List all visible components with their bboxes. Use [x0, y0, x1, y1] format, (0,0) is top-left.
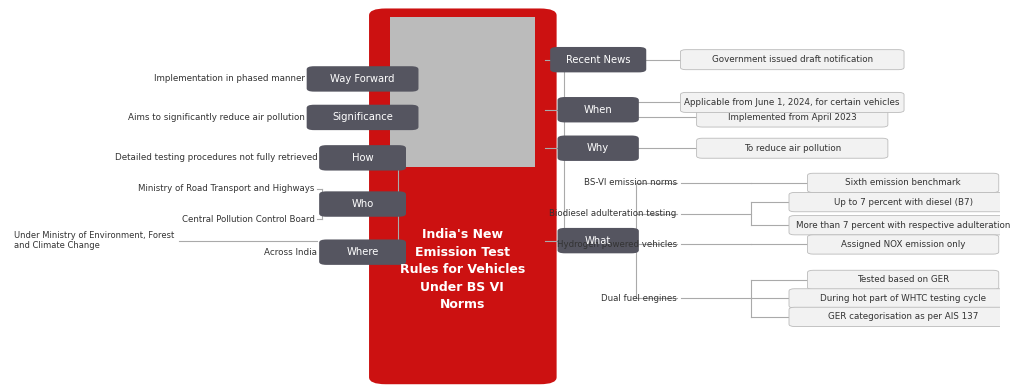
FancyBboxPatch shape — [790, 192, 1017, 212]
Text: Ministry of Road Transport and Highways: Ministry of Road Transport and Highways — [138, 184, 314, 193]
Text: BS-VI emission norms: BS-VI emission norms — [584, 178, 677, 187]
FancyBboxPatch shape — [808, 270, 998, 290]
FancyBboxPatch shape — [790, 289, 1017, 308]
FancyBboxPatch shape — [319, 145, 406, 171]
Text: Implemented from April 2023: Implemented from April 2023 — [728, 112, 857, 122]
Text: Hydrogen powered vehicles: Hydrogen powered vehicles — [557, 240, 677, 249]
FancyBboxPatch shape — [557, 97, 639, 122]
Text: Dual fuel engines: Dual fuel engines — [601, 294, 677, 303]
FancyBboxPatch shape — [696, 138, 888, 158]
Text: Biodiesel adulteration testing: Biodiesel adulteration testing — [550, 209, 677, 218]
Text: How: How — [352, 153, 374, 163]
Text: Why: Why — [587, 143, 609, 153]
Bar — [390, 17, 536, 167]
Text: Who: Who — [351, 199, 374, 209]
Text: Where: Where — [346, 247, 379, 257]
FancyBboxPatch shape — [808, 235, 998, 254]
Text: Sixth emission benchmark: Sixth emission benchmark — [845, 178, 961, 187]
FancyBboxPatch shape — [557, 136, 639, 161]
FancyBboxPatch shape — [319, 191, 406, 217]
Text: More than 7 percent with respective adulteration: More than 7 percent with respective adul… — [796, 221, 1011, 230]
Text: GER categorisation as per AIS 137: GER categorisation as per AIS 137 — [828, 312, 978, 321]
Text: Central Pollution Control Board: Central Pollution Control Board — [181, 215, 314, 224]
FancyBboxPatch shape — [790, 216, 1017, 235]
FancyBboxPatch shape — [306, 66, 419, 92]
Text: Assigned NOX emission only: Assigned NOX emission only — [841, 240, 966, 249]
Text: Across India: Across India — [264, 248, 317, 257]
FancyBboxPatch shape — [808, 173, 998, 192]
Text: Recent News: Recent News — [566, 55, 631, 65]
FancyBboxPatch shape — [680, 50, 904, 70]
Text: Detailed testing procedures not fully retrieved: Detailed testing procedures not fully re… — [115, 153, 317, 162]
Text: Significance: Significance — [332, 112, 393, 122]
Text: Applicable from June 1, 2024, for certain vehicles: Applicable from June 1, 2024, for certai… — [684, 98, 900, 107]
Text: Implementation in phased manner: Implementation in phased manner — [154, 74, 305, 84]
Text: What: What — [585, 236, 611, 246]
FancyBboxPatch shape — [319, 239, 406, 265]
FancyBboxPatch shape — [557, 228, 639, 253]
Text: Tested based on GER: Tested based on GER — [857, 275, 949, 285]
Text: Government issued draft notification: Government issued draft notification — [712, 55, 872, 64]
Text: Up to 7 percent with diesel (B7): Up to 7 percent with diesel (B7) — [834, 198, 973, 207]
FancyBboxPatch shape — [369, 8, 557, 384]
FancyBboxPatch shape — [790, 307, 1017, 326]
Text: Under Ministry of Environment, Forest
and Climate Change: Under Ministry of Environment, Forest an… — [13, 231, 174, 250]
FancyBboxPatch shape — [306, 105, 419, 130]
Text: Aims to significantly reduce air pollution: Aims to significantly reduce air polluti… — [128, 113, 305, 122]
FancyBboxPatch shape — [680, 92, 904, 112]
Text: India's New
Emission Test
Rules for Vehicles
Under BS VI
Norms: India's New Emission Test Rules for Vehi… — [399, 228, 525, 311]
FancyBboxPatch shape — [696, 107, 888, 127]
FancyBboxPatch shape — [550, 47, 646, 72]
Text: When: When — [584, 105, 612, 115]
Text: During hot part of WHTC testing cycle: During hot part of WHTC testing cycle — [820, 294, 986, 303]
Text: Way Forward: Way Forward — [331, 74, 395, 84]
Text: To reduce air pollution: To reduce air pollution — [743, 144, 841, 153]
